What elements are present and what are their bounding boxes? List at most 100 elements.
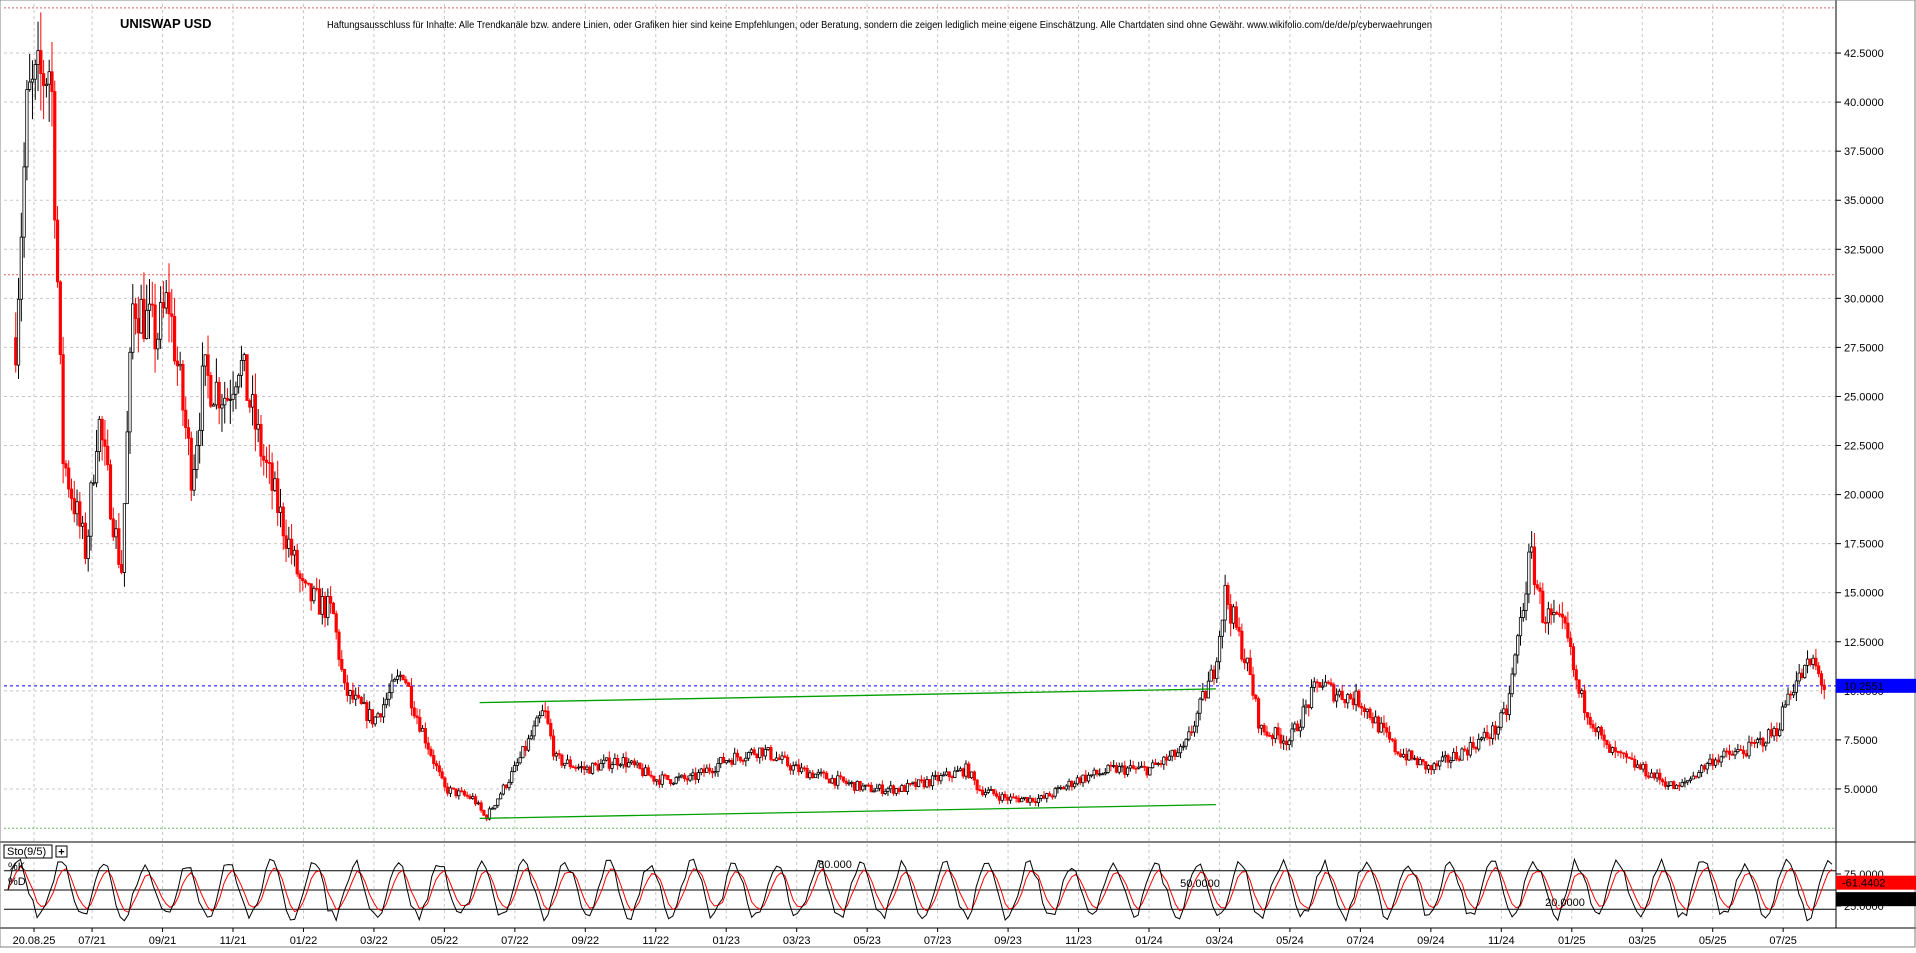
candle-body bbox=[936, 774, 940, 782]
candle-body bbox=[209, 374, 213, 407]
osc-d-line bbox=[7, 865, 1833, 913]
candle-body bbox=[1669, 781, 1673, 786]
x-tick-label: 03/23 bbox=[783, 935, 811, 947]
candle-body bbox=[1126, 767, 1130, 775]
candle-body bbox=[777, 757, 781, 760]
candle-body bbox=[1750, 741, 1754, 744]
candle-body bbox=[1056, 787, 1060, 790]
candle-body bbox=[930, 775, 935, 787]
candle-body bbox=[1284, 740, 1289, 746]
candle-body bbox=[557, 753, 561, 756]
candle-body bbox=[1555, 612, 1559, 615]
candle-body bbox=[1262, 724, 1266, 733]
x-tick-label: 01/22 bbox=[290, 935, 318, 947]
candle-body bbox=[694, 772, 698, 780]
candle-body bbox=[401, 674, 405, 681]
candle-body bbox=[1538, 587, 1542, 592]
candle-body bbox=[81, 522, 85, 527]
candle-body bbox=[418, 717, 422, 732]
candle-body bbox=[833, 777, 837, 786]
candle-body bbox=[1424, 761, 1428, 770]
candle-body bbox=[649, 774, 653, 777]
candle-body bbox=[473, 796, 478, 805]
candle-body bbox=[1705, 763, 1709, 770]
candle-body bbox=[1736, 749, 1740, 753]
candle-body bbox=[1187, 731, 1191, 740]
candle-body bbox=[535, 717, 539, 727]
candle-body bbox=[1192, 725, 1197, 733]
candle-body bbox=[780, 755, 784, 760]
candle-body bbox=[331, 602, 336, 615]
candle-body bbox=[1549, 608, 1553, 616]
candle-body bbox=[1390, 738, 1394, 741]
candle-body bbox=[883, 790, 887, 794]
candle-body bbox=[1287, 740, 1291, 746]
candle-body bbox=[1229, 604, 1233, 624]
x-tick-label: 07/24 bbox=[1347, 935, 1375, 947]
candle-body bbox=[356, 694, 361, 698]
candle-body bbox=[643, 767, 648, 776]
candle-body bbox=[1716, 759, 1720, 763]
candle-body bbox=[1148, 767, 1152, 776]
candle-body bbox=[1234, 606, 1238, 628]
candle-body bbox=[125, 431, 129, 505]
candle-body bbox=[838, 775, 843, 778]
candle-body bbox=[487, 808, 492, 820]
candle-body bbox=[1426, 765, 1431, 770]
candle-body bbox=[571, 766, 575, 769]
candle-body bbox=[1365, 708, 1369, 712]
candle-body bbox=[395, 675, 400, 680]
candle-body bbox=[1577, 679, 1581, 694]
candle-body bbox=[1248, 657, 1252, 676]
candle-body bbox=[326, 595, 330, 618]
candle-body bbox=[482, 809, 486, 816]
candle-body bbox=[579, 766, 584, 768]
candle-body bbox=[351, 690, 355, 700]
x-tick-label: 11/24 bbox=[1488, 935, 1515, 947]
candle-body bbox=[543, 710, 547, 713]
candle-body bbox=[153, 304, 157, 350]
candle-body bbox=[1123, 765, 1127, 775]
candle-body bbox=[359, 696, 363, 705]
candle-body bbox=[1006, 797, 1010, 801]
candle-body bbox=[827, 778, 832, 784]
candle-body bbox=[861, 785, 865, 791]
candle-body bbox=[847, 782, 851, 785]
candle-body bbox=[1153, 762, 1158, 765]
candle-body bbox=[682, 774, 687, 780]
candle-body bbox=[939, 775, 943, 782]
candle-body bbox=[604, 757, 609, 761]
candle-body bbox=[303, 580, 308, 584]
osc-k-legend: %K bbox=[8, 861, 26, 873]
candle-body bbox=[900, 785, 904, 792]
candle-body bbox=[624, 757, 628, 768]
candle-body bbox=[1276, 727, 1280, 736]
candle-body bbox=[1396, 751, 1400, 755]
candle-body bbox=[1546, 608, 1550, 624]
candle-body bbox=[546, 710, 550, 724]
candle-body bbox=[1468, 742, 1472, 756]
candle-body bbox=[448, 787, 453, 794]
candle-body bbox=[253, 394, 257, 430]
candle-body bbox=[719, 756, 723, 764]
candle-body bbox=[1652, 772, 1656, 779]
candle-body bbox=[1181, 745, 1185, 748]
candle-body bbox=[237, 374, 241, 388]
candle-body bbox=[1042, 795, 1046, 799]
candle-body bbox=[251, 394, 255, 408]
y-tick-label: 22.5000 bbox=[1844, 441, 1884, 453]
y-tick-label: 37.5000 bbox=[1844, 146, 1884, 158]
candle-body bbox=[1142, 765, 1146, 768]
candle-body bbox=[1496, 726, 1500, 735]
candle-body bbox=[1251, 674, 1255, 696]
candle-body bbox=[716, 763, 720, 772]
candle-body bbox=[1201, 691, 1205, 700]
x-tick-label: 07/21 bbox=[78, 935, 106, 947]
candle-body bbox=[947, 771, 951, 778]
candle-body bbox=[1627, 756, 1631, 759]
candle-body bbox=[192, 469, 196, 491]
candle-body bbox=[666, 775, 670, 780]
candle-body bbox=[551, 735, 556, 757]
candle-body bbox=[869, 784, 873, 793]
candle-body bbox=[315, 587, 319, 590]
